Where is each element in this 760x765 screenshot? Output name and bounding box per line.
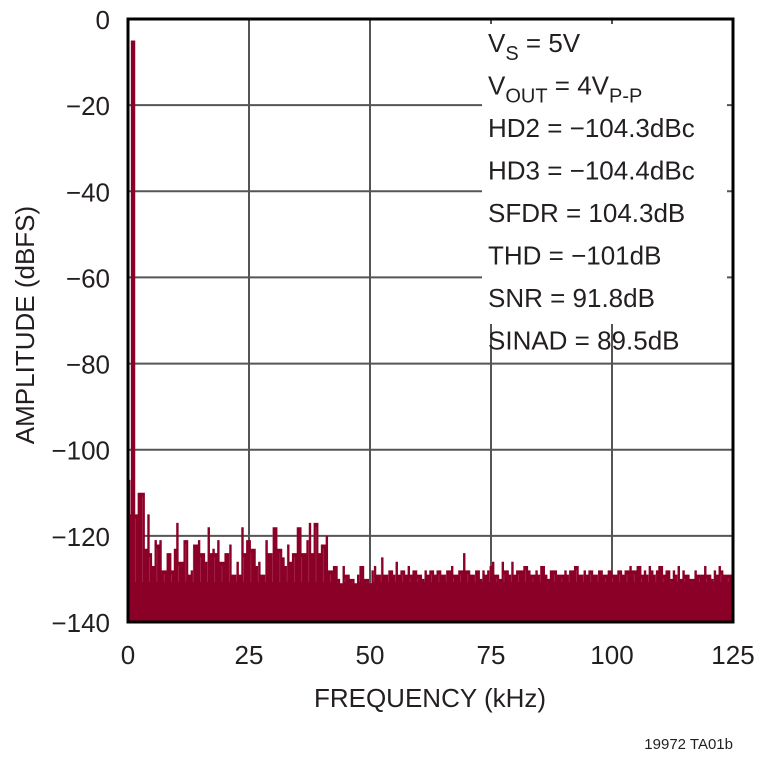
annotation-line: HD3 = −104.4dBc [488, 156, 695, 186]
y-tick-label: 0 [96, 5, 110, 35]
x-tick-label: 0 [121, 640, 135, 670]
x-axis-ticks: 0 25 50 75 100 125 [121, 640, 755, 670]
y-axis-ticks: 0 −20 −40 −60 −80 −100 −120 −140 [51, 5, 110, 638]
y-tick-label: −100 [51, 436, 110, 466]
annotation-background [482, 24, 727, 324]
annotation-line: SNR = 91.8dB [488, 283, 655, 313]
annotation-line: THD = −101dB [488, 241, 661, 271]
y-tick-label: −60 [66, 263, 110, 293]
annotation-line: VS = 5V [488, 28, 581, 65]
y-tick-label: −120 [51, 522, 110, 552]
annotation-block: VS = 5V VOUT = 4VP-P HD2 = −104.3dBc HD3 = … [482, 24, 727, 356]
annotation-line: SFDR = 104.3dB [488, 198, 685, 228]
y-axis-title: AMPLITUDE (dBFS) [10, 206, 40, 444]
x-tick-label: 75 [477, 640, 506, 670]
x-tick-label: 25 [235, 640, 264, 670]
y-tick-label: −80 [66, 350, 110, 380]
fundamental-peak [130, 40, 135, 623]
annotation-line: VOUT = 4VP-P [488, 71, 642, 108]
x-axis-title: FREQUENCY (kHz) [314, 683, 546, 713]
annotation-line: HD2 = −104.3dBc [488, 113, 695, 143]
figure-code: 19972 TA01b [644, 736, 733, 753]
y-tick-label: −20 [66, 91, 110, 121]
x-tick-label: 125 [711, 640, 754, 670]
y-tick-label: −140 [51, 608, 110, 638]
y-tick-label: −40 [66, 177, 110, 207]
annotation-line: SINAD = 89.5dB [488, 326, 680, 356]
plot-frame [126, 17, 735, 624]
x-tick-label: 50 [356, 640, 385, 670]
x-tick-label: 100 [590, 640, 633, 670]
